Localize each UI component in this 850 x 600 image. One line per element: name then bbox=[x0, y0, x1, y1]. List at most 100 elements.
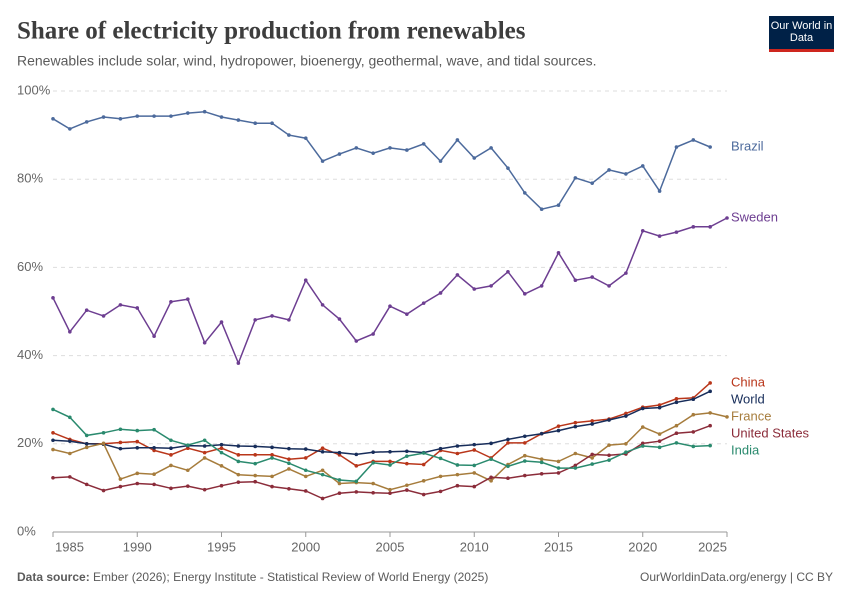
data-point bbox=[624, 442, 628, 446]
data-point bbox=[438, 159, 443, 163]
data-point bbox=[674, 397, 679, 401]
data-point bbox=[556, 251, 561, 255]
series-line bbox=[52, 408, 711, 483]
data-point bbox=[472, 448, 477, 452]
data-point bbox=[523, 473, 527, 478]
data-point bbox=[303, 456, 308, 460]
data-point bbox=[270, 445, 274, 450]
x-tick-label: 2025 bbox=[698, 539, 727, 554]
data-point bbox=[337, 478, 342, 482]
data-point bbox=[186, 443, 190, 447]
data-point bbox=[118, 446, 123, 451]
data-point bbox=[455, 483, 460, 488]
data-point bbox=[624, 414, 628, 418]
data-point bbox=[506, 476, 510, 480]
data-point bbox=[287, 486, 291, 491]
data-point bbox=[691, 225, 696, 229]
data-point bbox=[202, 109, 207, 114]
data-point bbox=[674, 423, 679, 428]
data-point bbox=[202, 341, 207, 345]
data-point bbox=[674, 230, 679, 234]
data-point bbox=[573, 424, 578, 429]
data-point bbox=[624, 271, 628, 275]
data-point bbox=[270, 474, 274, 479]
logo-box bbox=[769, 16, 834, 52]
data-point bbox=[590, 452, 594, 457]
data-point bbox=[270, 314, 274, 318]
data-point bbox=[472, 287, 477, 291]
data-point bbox=[607, 453, 611, 458]
logo-text-box: Our World in Data bbox=[771, 20, 833, 44]
data-point bbox=[202, 487, 207, 492]
data-point bbox=[590, 456, 594, 460]
data-point bbox=[506, 166, 510, 170]
data-point bbox=[607, 168, 611, 172]
data-point bbox=[51, 296, 55, 300]
data-point bbox=[674, 431, 679, 436]
data-point bbox=[573, 176, 578, 180]
data-point bbox=[472, 156, 477, 160]
data-point bbox=[388, 459, 392, 464]
data-point bbox=[708, 225, 712, 229]
data-point bbox=[219, 320, 224, 324]
data-point bbox=[725, 415, 729, 419]
data-point bbox=[101, 488, 106, 493]
data-point bbox=[489, 475, 493, 480]
data-point bbox=[590, 181, 594, 185]
data-point bbox=[421, 142, 426, 146]
data-point bbox=[354, 339, 359, 343]
data-point bbox=[51, 447, 55, 452]
data-point bbox=[354, 479, 359, 484]
data-point bbox=[624, 411, 628, 416]
data-point bbox=[51, 116, 55, 121]
data-point bbox=[68, 329, 72, 334]
y-tick-label: 0% bbox=[17, 523, 36, 538]
data-point bbox=[405, 483, 409, 488]
data-point bbox=[236, 444, 241, 448]
data-point bbox=[152, 445, 156, 450]
data-point bbox=[320, 159, 325, 163]
data-point bbox=[84, 308, 89, 312]
series-line bbox=[52, 390, 711, 456]
data-point bbox=[539, 431, 544, 436]
data-point bbox=[202, 438, 207, 443]
data-point bbox=[337, 152, 342, 156]
data-point bbox=[691, 397, 696, 402]
data-point bbox=[388, 487, 392, 492]
data-point bbox=[118, 477, 123, 481]
data-point bbox=[287, 446, 291, 451]
data-point bbox=[68, 439, 72, 443]
data-point bbox=[236, 480, 241, 484]
data-point bbox=[135, 428, 140, 433]
data-point bbox=[708, 411, 712, 415]
data-point bbox=[455, 138, 460, 142]
data-point bbox=[68, 127, 72, 131]
data-point bbox=[657, 405, 662, 410]
x-tick-label: 2020 bbox=[628, 539, 657, 554]
data-point bbox=[657, 432, 662, 436]
data-point bbox=[455, 472, 460, 477]
x-tick-label: 2010 bbox=[460, 539, 489, 554]
data-point bbox=[270, 453, 274, 457]
data-point bbox=[657, 439, 662, 443]
data-point bbox=[421, 451, 426, 455]
y-tick-label: 20% bbox=[17, 435, 43, 450]
data-point bbox=[489, 479, 493, 483]
x-tick-label: 2015 bbox=[544, 539, 573, 554]
data-point bbox=[152, 472, 156, 477]
x-tick-label: 1995 bbox=[207, 539, 236, 554]
data-point bbox=[674, 441, 679, 445]
data-point bbox=[388, 463, 392, 467]
data-point bbox=[186, 468, 190, 473]
data-point bbox=[657, 234, 662, 238]
data-point bbox=[253, 473, 257, 478]
data-point bbox=[691, 412, 696, 417]
data-point bbox=[202, 444, 207, 448]
data-point bbox=[640, 425, 645, 429]
data-point bbox=[51, 475, 55, 480]
data-point bbox=[84, 442, 89, 446]
series-line bbox=[52, 110, 711, 211]
data-point bbox=[556, 459, 561, 464]
data-point bbox=[84, 445, 89, 450]
data-point bbox=[607, 458, 611, 462]
